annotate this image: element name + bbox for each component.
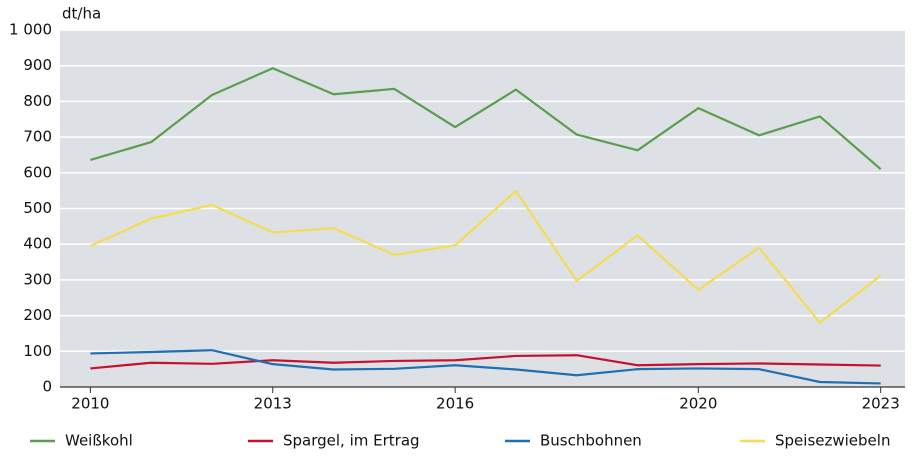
line (90, 349, 881, 385)
x-tick-label: 2023 (862, 395, 900, 413)
y-axis-label: dt/ha (62, 5, 101, 23)
legend-label: Buschbohnen (540, 432, 642, 450)
line (90, 354, 881, 370)
y-tick-label: 600 (23, 163, 52, 181)
y-tick-label: 100 (23, 342, 52, 360)
line (90, 67, 882, 171)
x-tick-label: 2020 (679, 395, 717, 413)
y-tick-label: 400 (23, 235, 52, 253)
x-tick-label: 2013 (254, 395, 292, 413)
y-tick-label: 800 (23, 92, 52, 110)
legend-label: Spargel, im Ertrag (283, 432, 420, 450)
x-tick-label: 2010 (71, 395, 109, 413)
x-tick-label: 2016 (436, 395, 474, 413)
y-tick-label: 1 000 (9, 21, 52, 39)
y-tick-label: 0 (42, 378, 52, 396)
y-tick-label: 200 (23, 306, 52, 324)
legend-label: Speisezwiebeln (775, 432, 890, 450)
line (89, 189, 882, 324)
y-tick-label: 700 (23, 128, 52, 146)
y-tick-label: 300 (23, 270, 52, 288)
y-tick-label: 900 (23, 56, 52, 74)
legend-label: Weißkohl (65, 432, 133, 450)
y-tick-label: 500 (23, 199, 52, 217)
